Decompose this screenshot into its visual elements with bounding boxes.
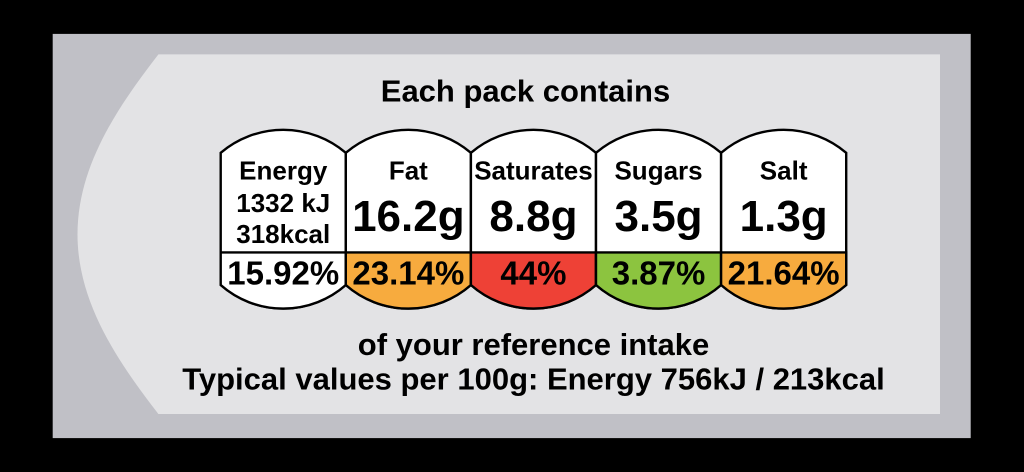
svg-text:21.64%: 21.64% <box>728 254 840 291</box>
svg-text:16.2g: 16.2g <box>352 192 465 241</box>
svg-text:Salt: Salt <box>760 156 808 186</box>
svg-text:of your reference intake: of your reference intake <box>358 327 709 362</box>
svg-text:15.92%: 15.92% <box>227 254 339 291</box>
svg-text:Sugars: Sugars <box>614 156 702 186</box>
svg-text:1332 kJ: 1332 kJ <box>236 188 330 218</box>
svg-text:1.3g: 1.3g <box>740 192 828 241</box>
svg-text:44%: 44% <box>500 254 566 291</box>
svg-text:3.5g: 3.5g <box>615 192 703 241</box>
svg-text:Energy: Energy <box>239 156 328 186</box>
svg-text:8.8g: 8.8g <box>489 192 577 241</box>
svg-text:Fat: Fat <box>389 156 428 186</box>
svg-text:23.14%: 23.14% <box>352 254 464 291</box>
svg-text:318kcal: 318kcal <box>236 219 330 249</box>
svg-text:Saturates: Saturates <box>474 156 593 186</box>
svg-text:3.87%: 3.87% <box>612 254 706 291</box>
svg-text:Each pack contains: Each pack contains <box>381 74 670 109</box>
svg-text:Typical values per 100g: Energ: Typical values per 100g: Energy 756kJ / … <box>182 362 885 397</box>
